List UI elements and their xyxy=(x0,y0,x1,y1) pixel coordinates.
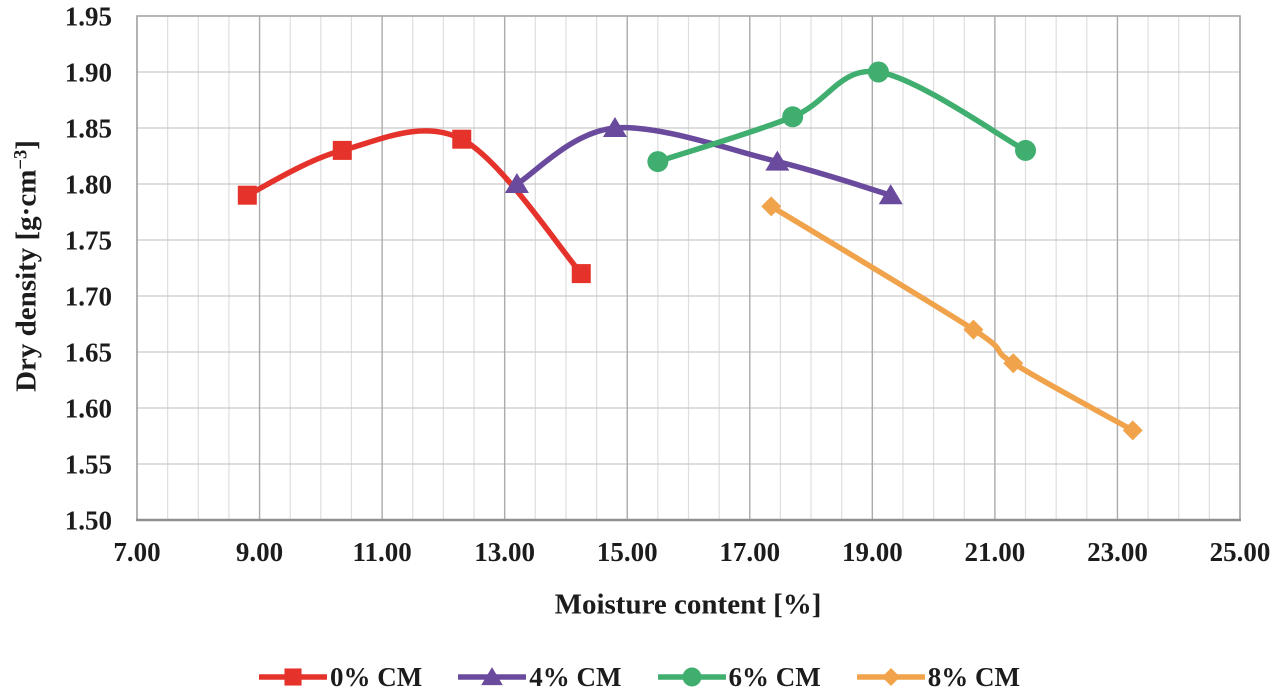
data-point-marker-square xyxy=(571,264,591,284)
data-point-marker-circle xyxy=(647,151,669,173)
data-point-marker-diamond xyxy=(881,668,900,686)
x-axis-title: Moisture content [%] xyxy=(554,588,822,621)
x-tick-label: 7.00 xyxy=(113,537,160,567)
x-tick-label: 25.00 xyxy=(1210,537,1271,567)
y-tick-label: 1.75 xyxy=(65,226,112,256)
data-point-marker-triangle xyxy=(481,667,504,686)
data-point-marker-diamond xyxy=(1122,420,1143,441)
series-line xyxy=(514,124,894,198)
legend-label: 4% CM xyxy=(529,661,622,692)
data-point-marker-circle xyxy=(782,106,804,128)
data-point-marker-diamond xyxy=(1003,353,1024,374)
data-point-marker-square xyxy=(452,129,472,149)
legend-item-0-cm: 0% CM xyxy=(259,662,422,693)
y-tick-label: 1.70 xyxy=(65,282,112,312)
legend-marker-triangle xyxy=(458,667,527,686)
y-tick-label: 1.60 xyxy=(65,394,112,424)
data-point-marker-diamond xyxy=(761,196,782,217)
x-tick-label: 17.00 xyxy=(719,537,780,567)
y-tick-labels: 1.50 1.55 1.60 1.65 1.70 1.75 1.80 1.85 1.90 1.95 xyxy=(65,2,112,536)
y-tick-label: 1.90 xyxy=(65,58,112,88)
legend: 0% CM 4% CM 6% CM 8% CM xyxy=(0,655,1279,699)
gridlines-vertical-minor xyxy=(136,16,1241,520)
legend-label: 8% CM xyxy=(927,661,1020,692)
series-6-cm xyxy=(647,61,1037,173)
x-tick-label: 23.00 xyxy=(1087,537,1148,567)
data-point-marker-square xyxy=(332,140,352,160)
x-tick-label: 15.00 xyxy=(597,537,658,567)
legend-marker-diamond xyxy=(856,668,925,686)
legend-item-6-cm: 6% CM xyxy=(657,661,821,693)
data-point-marker-triangle xyxy=(878,184,903,205)
data-point-marker-square xyxy=(284,668,302,686)
legend-label: 6% CM xyxy=(728,661,821,692)
series-line xyxy=(655,68,1029,165)
legend-marker-square xyxy=(259,668,328,686)
x-tick-label: 11.00 xyxy=(352,537,411,567)
data-point-marker-triangle xyxy=(504,173,529,193)
y-tick-label: 1.80 xyxy=(65,170,112,200)
data-point-marker-triangle xyxy=(765,150,790,171)
series-4-cm xyxy=(504,117,903,205)
y-tick-label: 1.65 xyxy=(65,338,112,368)
x-tick-label: 9.00 xyxy=(236,537,283,567)
series-line xyxy=(768,203,1136,434)
data-point-marker-diamond xyxy=(963,319,984,340)
data-point-marker-triangle xyxy=(602,117,627,137)
x-tick-label: 13.00 xyxy=(474,537,535,567)
x-tick-label: 19.00 xyxy=(842,537,903,567)
x-tick-labels: 7.00 9.00 11.00 13.00 15.00 17.00 19.00 21.00 23… xyxy=(113,537,1270,567)
y-tick-label: 1.55 xyxy=(65,450,112,480)
data-point-marker-circle xyxy=(682,667,701,687)
x-tick-label: 21.00 xyxy=(965,537,1026,567)
legend-item-8-cm: 8% CM xyxy=(856,661,1020,693)
data-point-marker-circle xyxy=(1015,139,1037,161)
data-point-marker-circle xyxy=(867,61,889,83)
legend-marker-circle xyxy=(657,667,726,687)
series-line xyxy=(244,128,585,277)
y-tick-label: 1.50 xyxy=(65,506,112,536)
y-tick-label: 1.95 xyxy=(65,2,112,32)
legend-label: 0% CM xyxy=(330,661,423,692)
series-0-cm xyxy=(237,128,591,284)
series-8-cm xyxy=(761,196,1143,441)
y-tick-label: 1.85 xyxy=(65,114,112,144)
plot-area: 7.00 9.00 11.00 13.00 15.00 17.00 19.00 21.00 23… xyxy=(65,2,1271,568)
data-point-marker-square xyxy=(237,185,257,205)
legend-item-4-cm: 4% CM xyxy=(458,661,622,693)
